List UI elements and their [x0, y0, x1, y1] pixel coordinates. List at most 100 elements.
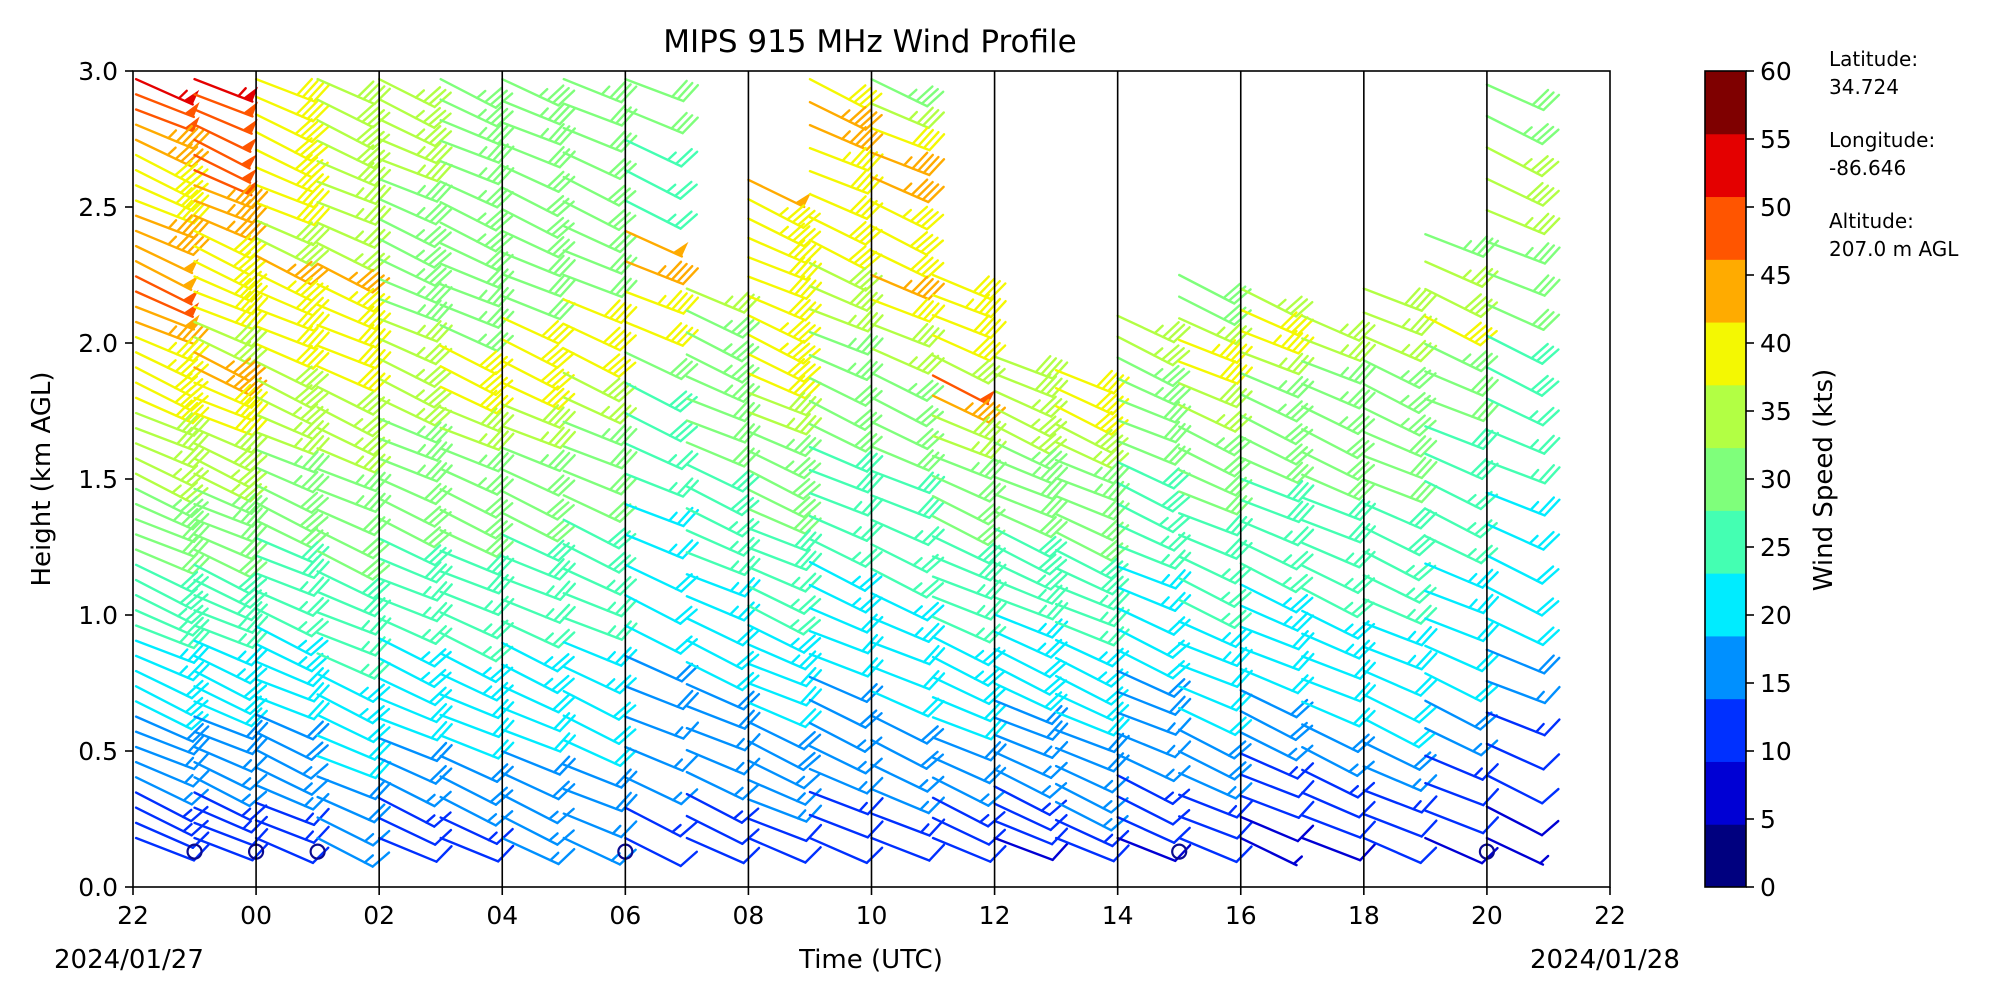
- barb-full-feather: [432, 252, 452, 269]
- barb-full-feather: [1166, 513, 1185, 531]
- barb-shaft: [134, 791, 193, 823]
- barb-shaft: [1485, 428, 1546, 455]
- wind-barb: [1485, 522, 1561, 551]
- barb-full-feather: [1543, 436, 1561, 455]
- barb-shaft: [685, 463, 744, 493]
- barb-full-feather: [299, 120, 319, 138]
- barb-full-feather: [546, 322, 565, 340]
- wind-barb: [870, 518, 945, 547]
- barb-full-feather: [558, 410, 576, 429]
- barb-shaft: [1424, 644, 1484, 673]
- barb-shaft: [377, 317, 439, 343]
- barb-full-feather: [368, 779, 386, 799]
- barb-full-feather: [620, 599, 638, 618]
- wind-barb: [134, 760, 210, 788]
- barb-shaft: [377, 417, 438, 444]
- barb-half-feather: [1277, 380, 1288, 391]
- barb-half-feather: [171, 498, 182, 509]
- barb-full-feather: [1535, 157, 1555, 175]
- barb-half-feather: [291, 406, 303, 417]
- wind-barb: [1054, 728, 1130, 754]
- barb-half-feather: [360, 619, 371, 631]
- barb-shaft: [134, 153, 193, 185]
- barb-full-feather: [1475, 568, 1494, 587]
- barb-full-feather: [1469, 265, 1488, 283]
- barb-shaft: [254, 660, 315, 688]
- barb-full-feather: [987, 790, 1006, 807]
- barb-full-feather: [551, 390, 570, 408]
- barb-full-feather: [730, 470, 750, 488]
- barb-full-feather: [982, 404, 1001, 422]
- barb-full-feather: [865, 133, 884, 151]
- barb-shaft: [1424, 425, 1485, 450]
- barb-half-feather: [850, 575, 862, 585]
- barb-shaft: [1301, 450, 1360, 481]
- barb-shaft: [747, 488, 806, 519]
- barb-full-feather: [558, 605, 576, 624]
- barb-full-feather: [620, 306, 638, 325]
- chart-title: MIPS 915 MHz Wind Profile: [663, 24, 1076, 60]
- barb-shaft: [193, 93, 254, 118]
- barb-full-feather: [916, 352, 934, 370]
- barb-full-feather: [434, 347, 453, 366]
- barb-shaft: [1239, 519, 1300, 547]
- barb-full-feather: [674, 422, 693, 440]
- barb-half-feather: [297, 656, 308, 666]
- wind-barb: [254, 748, 329, 780]
- barb-full-feather: [679, 213, 699, 230]
- wind-barb: [562, 77, 638, 104]
- barb-half-feather: [285, 263, 297, 274]
- barb-shaft: [993, 527, 1052, 558]
- barb-full-feather: [1037, 415, 1057, 433]
- barb-half-feather: [913, 627, 924, 638]
- barb-full-feather: [1161, 321, 1180, 339]
- barb-full-feather: [976, 362, 996, 380]
- barb-full-feather: [429, 485, 447, 503]
- barb-shaft: [501, 750, 561, 776]
- barb-shaft: [1178, 620, 1237, 649]
- colorbar-tick-label: 10: [1760, 737, 1792, 766]
- barb-full-feather: [490, 251, 509, 269]
- barb-full-feather: [921, 108, 940, 127]
- barb-full-feather: [422, 106, 442, 124]
- barb-full-feather: [361, 106, 380, 124]
- wind-barb: [562, 445, 638, 470]
- wind-barb: [377, 257, 453, 287]
- wind-barb: [1485, 397, 1560, 427]
- barb-full-feather: [1403, 287, 1421, 306]
- wind-barb: [439, 160, 515, 186]
- barb-half-feather: [1165, 744, 1176, 755]
- y-tick-label: 0.5: [78, 737, 118, 766]
- barb-full-feather: [245, 522, 263, 541]
- barb-shaft: [808, 123, 869, 151]
- barb-full-feather: [788, 391, 806, 410]
- barb-full-feather: [494, 358, 514, 376]
- barb-full-feather: [430, 720, 448, 740]
- barb-shaft: [747, 720, 806, 751]
- barb-full-feather: [558, 107, 576, 126]
- barb-full-feather: [307, 558, 325, 577]
- barb-shaft: [501, 554, 561, 581]
- wind-barb: [870, 714, 945, 745]
- barb-shaft: [193, 260, 252, 291]
- wind-barb: [134, 533, 210, 558]
- barb-full-feather: [489, 355, 509, 373]
- barb-full-feather: [1350, 598, 1370, 616]
- wind-barb: [747, 623, 822, 654]
- barb-shaft: [808, 192, 869, 220]
- barb-shaft: [1485, 742, 1545, 771]
- barb-full-feather: [371, 255, 391, 273]
- wind-barb: [931, 655, 1006, 687]
- barb-full-feather: [1223, 410, 1242, 428]
- barb-full-feather: [423, 482, 442, 501]
- barb-full-feather: [1352, 639, 1371, 658]
- barb-shaft: [1301, 587, 1359, 619]
- barb-full-feather: [921, 354, 940, 373]
- wind-barb: [808, 445, 884, 473]
- barb-full-feather: [558, 302, 576, 321]
- barb-full-feather: [1420, 293, 1438, 312]
- colorbar-tick-label: 30: [1760, 465, 1792, 494]
- wind-barb: [808, 491, 884, 517]
- wind-barb: [1424, 507, 1498, 539]
- barb-shaft: [747, 469, 805, 501]
